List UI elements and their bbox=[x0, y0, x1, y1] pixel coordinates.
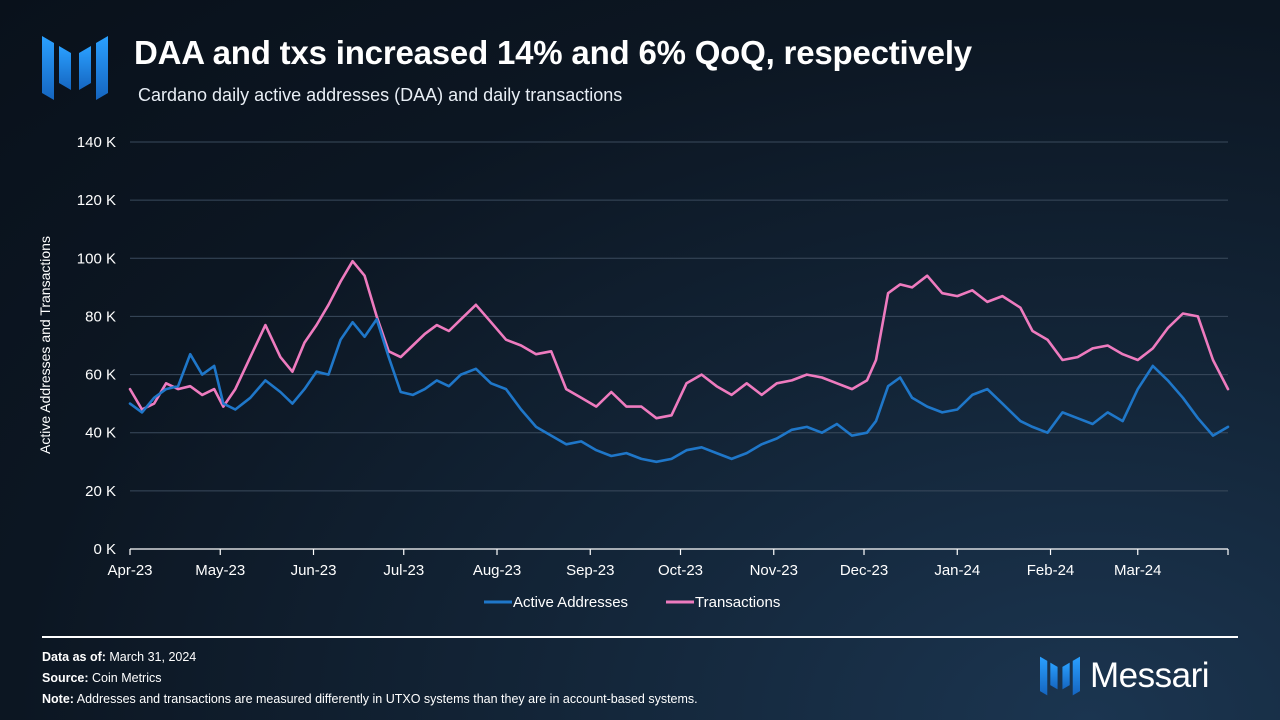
methodology-note: Note: Addresses and transactions are mea… bbox=[42, 692, 698, 706]
y-tick-label: 100 K bbox=[77, 250, 116, 267]
x-tick-label: Aug-23 bbox=[473, 562, 521, 579]
x-tick-label: Oct-23 bbox=[658, 562, 703, 579]
legend-label: Transactions bbox=[695, 594, 780, 611]
messari-logo-icon bbox=[42, 36, 108, 100]
legend: Active Addresses Transactions bbox=[484, 594, 780, 611]
y-tick-label: 60 K bbox=[85, 367, 116, 384]
footnotes: Data as of: March 31, 2024 Source: Coin … bbox=[42, 647, 698, 710]
x-tick-label: Jun-23 bbox=[291, 562, 337, 579]
x-tick-label: Sep-23 bbox=[566, 562, 614, 579]
x-axis: Apr-23 May-23 Jun-23 Jul-23 Aug-23 Sep-23 Oct-… bbox=[107, 548, 1229, 579]
chart-subtitle: Cardano daily active addresses (DAA) and… bbox=[138, 85, 623, 105]
y-tick-label: 20 K bbox=[85, 483, 116, 500]
x-tick-label: Jan-24 bbox=[934, 562, 980, 579]
brand-name: Messari bbox=[1090, 656, 1210, 695]
x-tick-label: Nov-23 bbox=[750, 562, 798, 579]
y-tick-label: 120 K bbox=[77, 192, 116, 209]
y-axis-ticks: 0 K 20 K 40 K 60 K 80 K 100 K 120 K 140 K bbox=[77, 134, 116, 558]
x-tick-label: Mar-24 bbox=[1114, 562, 1162, 579]
series-line-transactions bbox=[128, 259, 1230, 420]
brand-logo: Messari bbox=[1040, 656, 1210, 696]
series-line-active-addresses bbox=[128, 317, 1230, 464]
chart-title: DAA and txs increased 14% and 6% QoQ, re… bbox=[134, 34, 972, 71]
source-note: Source: Coin Metrics bbox=[42, 671, 162, 685]
y-tick-label: 140 K bbox=[77, 134, 116, 151]
x-tick-label: May-23 bbox=[195, 562, 245, 579]
footer-divider bbox=[42, 636, 1238, 638]
y-tick-label: 40 K bbox=[85, 425, 116, 442]
legend-label: Active Addresses bbox=[513, 594, 628, 611]
series-lines bbox=[128, 259, 1230, 464]
y-tick-label: 0 K bbox=[93, 541, 116, 558]
messari-wordmark-icon bbox=[1040, 656, 1080, 696]
grid-lines bbox=[130, 141, 1228, 492]
x-tick-label: Feb-24 bbox=[1027, 562, 1075, 579]
y-axis-label: Active Addresses and Transactions bbox=[37, 236, 53, 454]
x-tick-label: Apr-23 bbox=[107, 562, 152, 579]
x-tick-label: Dec-23 bbox=[840, 562, 888, 579]
y-tick-label: 80 K bbox=[85, 308, 116, 325]
x-tick-label: Jul-23 bbox=[383, 562, 424, 579]
data-as-of: Data as of: March 31, 2024 bbox=[42, 650, 197, 664]
